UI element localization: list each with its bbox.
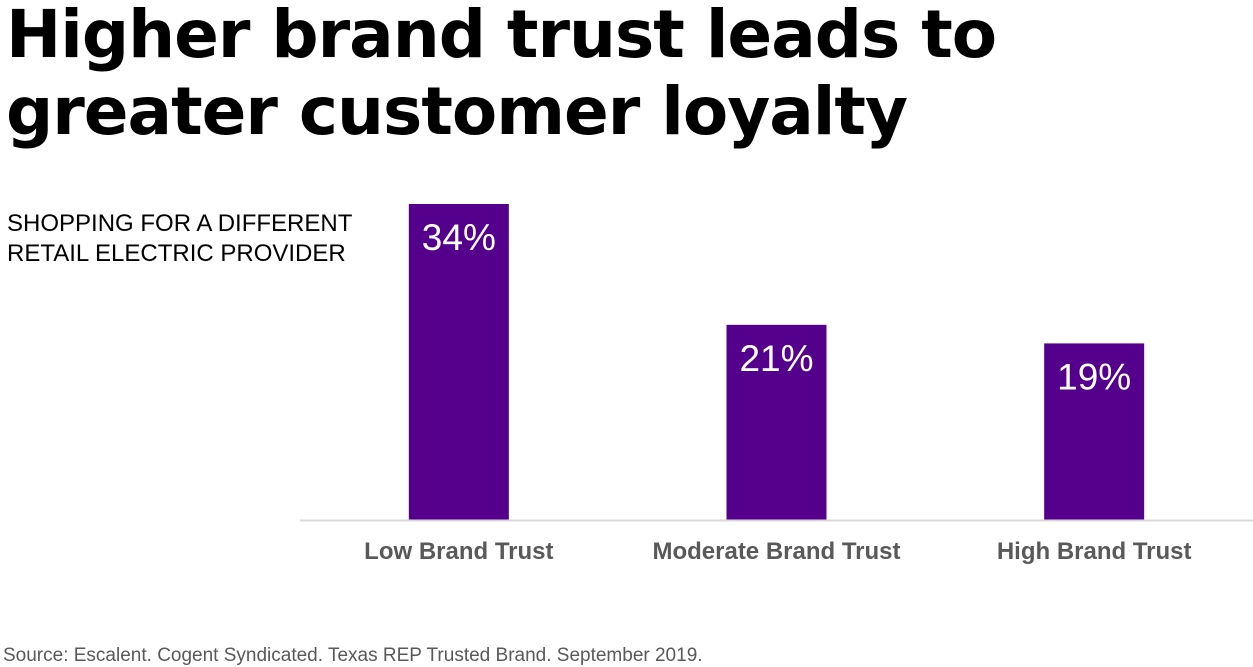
chart-title: Higher brand trust leads to greater cust…: [6, 0, 997, 150]
bar: [726, 324, 827, 520]
data-label: 34%: [422, 217, 496, 258]
bar-chart: 34% Low Brand Trust 21% Moderate Brand Trus…: [300, 204, 1253, 565]
data-label: 21%: [739, 338, 813, 379]
category-label: Moderate Brand Trust: [652, 538, 900, 565]
source-note: Source: Escalent. Cogent Syndicated. Tex…: [3, 645, 703, 666]
y-axis-label: SHOPPING FOR A DIFFERENT RETAIL ELECTRIC…: [7, 210, 352, 267]
category-label: High Brand Trust: [997, 538, 1192, 565]
category-label: Low Brand Trust: [364, 538, 553, 565]
data-label: 19%: [1057, 356, 1131, 397]
bar: [1044, 343, 1145, 520]
bar: [408, 204, 509, 520]
